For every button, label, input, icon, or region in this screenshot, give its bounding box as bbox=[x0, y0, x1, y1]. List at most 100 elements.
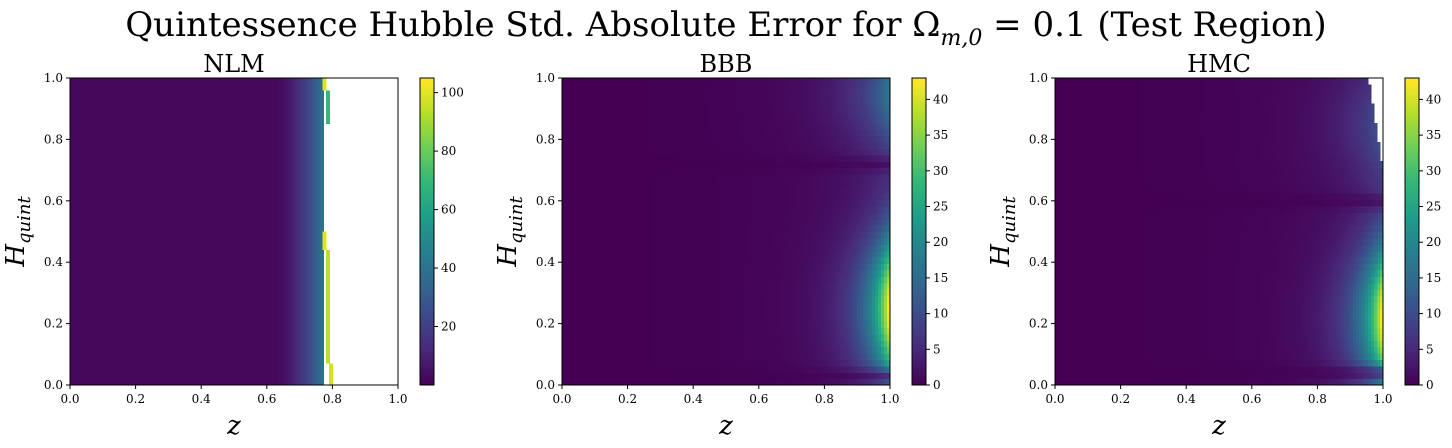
heatmap-cell bbox=[311, 205, 316, 213]
heatmap-cell bbox=[201, 269, 205, 277]
heatmap-cell bbox=[263, 237, 268, 245]
heatmap-cell bbox=[102, 231, 107, 239]
heatmap-cell bbox=[305, 244, 310, 252]
heatmap-cell bbox=[87, 365, 92, 373]
heatmap-cell bbox=[144, 321, 149, 329]
heatmap-cell bbox=[72, 359, 77, 367]
heatmap-cell bbox=[266, 359, 271, 367]
heatmap-cell bbox=[275, 186, 280, 194]
heatmap-cell bbox=[260, 333, 265, 341]
heatmap-cell bbox=[284, 205, 289, 213]
heatmap-cell bbox=[269, 237, 274, 245]
heatmap-cell bbox=[150, 237, 155, 245]
heatmap-cell bbox=[135, 301, 140, 309]
heatmap-cell bbox=[320, 301, 325, 309]
heatmap-cell bbox=[311, 193, 316, 201]
heatmap-cell bbox=[147, 321, 152, 329]
heatmap-cell bbox=[302, 282, 307, 290]
heatmap-cell bbox=[126, 276, 131, 284]
heatmap-cell bbox=[308, 346, 313, 354]
heatmap-cell bbox=[311, 378, 316, 386]
heatmap-cell bbox=[219, 180, 223, 188]
heatmap-cell bbox=[228, 193, 232, 201]
heatmap-cell bbox=[126, 282, 131, 290]
heatmap-cell bbox=[147, 308, 152, 316]
heatmap-cell bbox=[290, 250, 295, 258]
heatmap-cell bbox=[308, 276, 313, 284]
heatmap-cell bbox=[156, 353, 161, 361]
heatmap-cell bbox=[171, 333, 175, 341]
heatmap-cell bbox=[72, 205, 77, 213]
heatmap-cell bbox=[299, 180, 304, 188]
y-tick-label: 0.8 bbox=[44, 132, 63, 146]
heatmap-cell bbox=[251, 231, 256, 239]
heatmap-cell bbox=[102, 333, 107, 341]
heatmap-cell bbox=[293, 231, 298, 239]
heatmap-cell bbox=[308, 282, 313, 290]
heatmap-cell bbox=[242, 282, 247, 290]
heatmap-cell bbox=[260, 263, 265, 271]
heatmap-cell bbox=[129, 289, 134, 297]
heatmap-cell bbox=[236, 301, 241, 309]
heatmap-cell bbox=[305, 289, 310, 297]
heatmap-cell bbox=[96, 346, 101, 354]
heatmap-cell bbox=[320, 186, 325, 194]
heatmap-cell bbox=[108, 218, 113, 226]
heatmap-cell bbox=[156, 333, 161, 341]
heatmap-cell bbox=[81, 269, 86, 277]
heatmap-cell bbox=[236, 250, 241, 258]
heatmap-cell bbox=[260, 321, 265, 329]
heatmap-cell bbox=[281, 250, 286, 258]
heatmap-cell bbox=[198, 199, 202, 207]
heatmap-cell bbox=[105, 257, 110, 265]
heatmap-cell bbox=[144, 186, 149, 194]
heatmap-cell bbox=[210, 321, 214, 329]
heatmap-cell bbox=[290, 353, 295, 361]
heatmap-cell bbox=[296, 180, 301, 188]
heatmap-cell bbox=[171, 372, 175, 380]
heatmap-cell bbox=[251, 289, 256, 297]
heatmap-cell bbox=[231, 359, 235, 367]
heatmap-cell bbox=[228, 237, 232, 245]
heatmap-cell bbox=[99, 378, 104, 386]
heatmap-cell bbox=[90, 365, 95, 373]
heatmap-cell bbox=[296, 225, 301, 233]
heatmap-cell bbox=[177, 340, 181, 348]
heatmap-cell bbox=[174, 314, 178, 322]
heatmap-cell bbox=[135, 365, 140, 373]
heatmap-cell bbox=[299, 295, 304, 303]
heatmap-cell bbox=[177, 333, 181, 341]
heatmap-cell bbox=[225, 257, 229, 265]
heatmap-cell bbox=[239, 231, 244, 239]
heatmap-cell bbox=[186, 308, 190, 316]
heatmap-cell bbox=[305, 231, 310, 239]
heatmap-cell bbox=[198, 346, 202, 354]
heatmap-cell bbox=[75, 321, 80, 329]
heatmap-cell bbox=[269, 340, 274, 348]
heatmap-cell bbox=[195, 257, 199, 265]
heatmap-cell bbox=[78, 263, 83, 271]
heatmap-cell bbox=[78, 276, 83, 284]
heatmap-cell bbox=[72, 257, 77, 265]
heatmap-cell bbox=[263, 205, 268, 213]
heatmap-cell bbox=[257, 186, 262, 194]
heatmap-cell bbox=[141, 289, 146, 297]
heatmap-cell bbox=[153, 314, 158, 322]
heatmap-cell bbox=[141, 244, 146, 252]
heatmap-cell bbox=[263, 372, 268, 380]
heatmap-cell bbox=[156, 263, 161, 271]
heatmap-cell bbox=[123, 218, 128, 226]
heatmap-cell bbox=[242, 301, 247, 309]
heatmap-cell bbox=[213, 378, 217, 386]
heatmap-cell bbox=[70, 186, 74, 194]
heatmap-cell bbox=[189, 308, 193, 316]
heatmap-cell bbox=[195, 372, 199, 380]
heatmap-cell bbox=[242, 237, 247, 245]
heatmap-cell bbox=[90, 237, 95, 245]
heatmap-cell bbox=[150, 353, 155, 361]
heatmap-cell bbox=[162, 282, 167, 290]
heatmap-cell bbox=[114, 180, 119, 188]
heatmap-cell bbox=[239, 289, 244, 297]
heatmap-cell bbox=[72, 365, 77, 373]
heatmap-cell bbox=[70, 308, 74, 316]
